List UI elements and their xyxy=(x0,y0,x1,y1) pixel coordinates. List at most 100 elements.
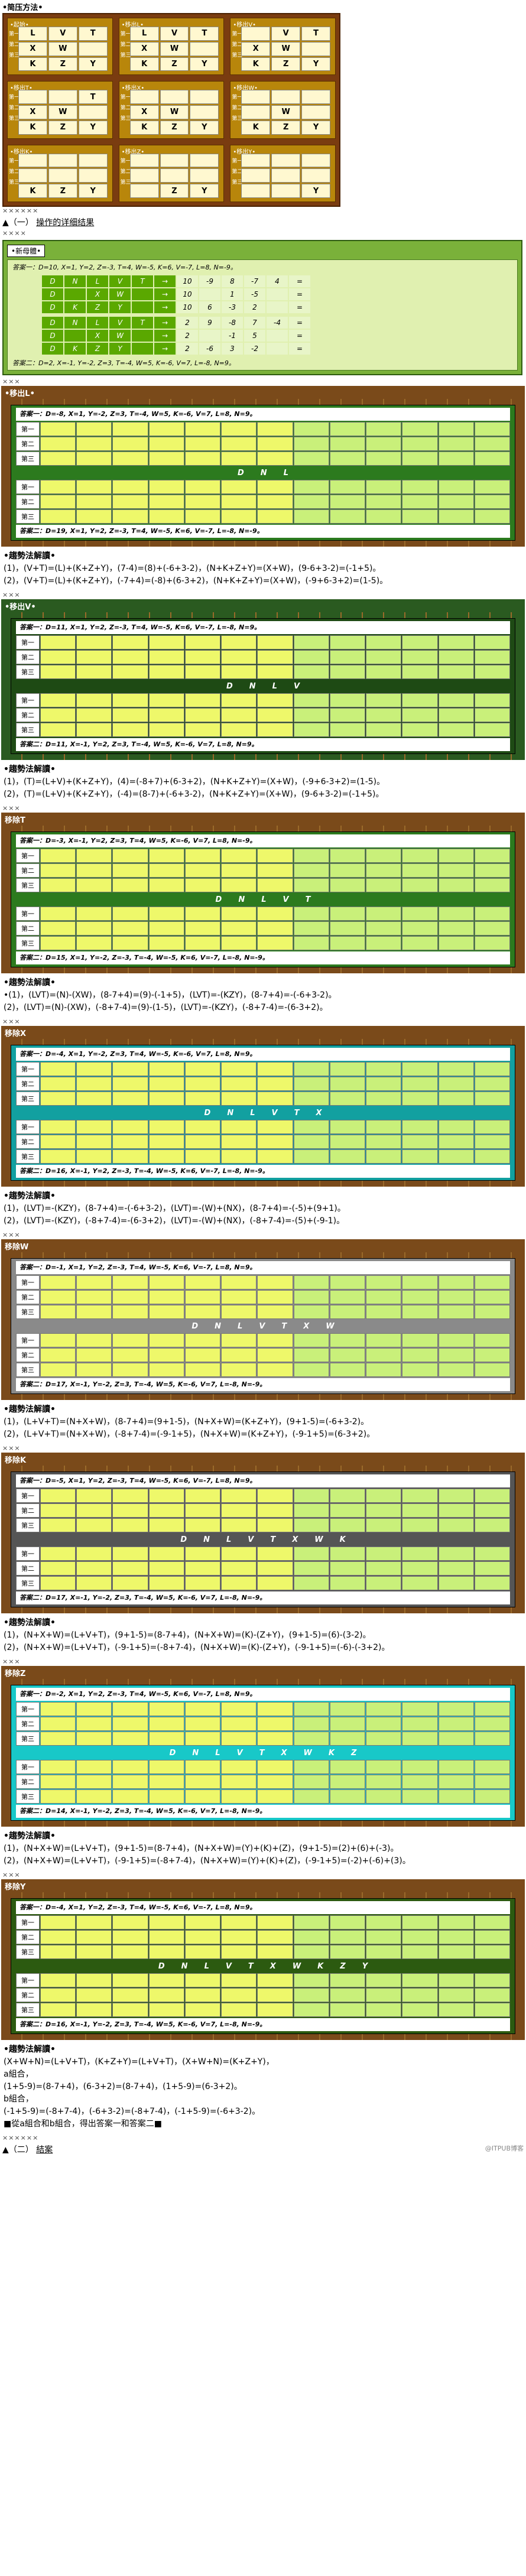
grid-cell xyxy=(402,509,438,524)
board-letter xyxy=(301,153,330,168)
grid-cell xyxy=(438,1717,474,1731)
answer-one: 答案一：D=-3, X=-1, Y=2, Z=3, T=4, W=5, K=-6… xyxy=(16,834,510,847)
new-matrix-box: •新母體• 答案一：D=10, X=1, Y=2, Z=-3, T=4, W=-… xyxy=(2,240,522,375)
grid-cell xyxy=(329,1092,366,1106)
board-letter: V xyxy=(271,27,301,41)
grid-cell xyxy=(293,495,329,509)
board-cell-label: •移出X• xyxy=(121,85,145,92)
section-V: •移出V• 答案一：D=11, X=1, Y=2, Z=-3, T=4, W=-5… xyxy=(1,599,525,804)
grid-cell xyxy=(438,665,474,679)
matrix-cell: L xyxy=(87,317,108,329)
section-letter: W xyxy=(326,1321,335,1331)
board-letter: X xyxy=(129,41,159,56)
grid-cell xyxy=(366,863,402,878)
board-letter xyxy=(78,105,108,119)
grid-cell xyxy=(257,2003,293,2017)
grid-cell xyxy=(112,1120,148,1134)
grid-cell xyxy=(76,650,112,664)
grid-row-label: 第一 xyxy=(16,907,40,921)
grid-cell xyxy=(474,1930,510,1944)
board-row-label: 第一 xyxy=(9,31,20,37)
grid-cell xyxy=(76,878,112,892)
board-letter: V xyxy=(48,27,77,41)
matrix-cell: → xyxy=(154,343,176,355)
grid-cell xyxy=(257,1363,293,1377)
grid-cell xyxy=(112,1077,148,1091)
grid-cell xyxy=(402,1092,438,1106)
grid-row-label: 第三 xyxy=(16,1732,40,1746)
board-row-labels: 第一 第二 第三 xyxy=(121,92,131,124)
grid-cell xyxy=(184,863,221,878)
section-board: 答案一：D=-3, X=-1, Y=2, Z=3, T=4, W=5, K=-6… xyxy=(1,826,525,973)
board-letter xyxy=(160,90,189,105)
new-matrix-panel: 答案一：D=10, X=1, Y=2, Z=-3, T=4, W=-5, K=6… xyxy=(7,259,518,371)
grid-cell xyxy=(184,437,221,451)
grid-cell xyxy=(40,849,76,863)
grid-cell xyxy=(366,1547,402,1561)
grid-cell xyxy=(40,708,76,722)
grid-cell xyxy=(112,1290,148,1304)
grid-cell xyxy=(148,863,184,878)
grid-cell xyxy=(474,1518,510,1532)
grid-cell xyxy=(257,708,293,722)
grid-row-label: 第一 xyxy=(16,1547,40,1561)
board-cell: •起始• 第一 第二 第三 L V T X W K Z Y xyxy=(7,18,113,76)
grid-cell xyxy=(148,1275,184,1289)
trend-analysis: •趨勢法解讀• (1)，(V+T)=(L)+(K+Z+Y)，(7-4)=(8)+(… xyxy=(1,547,525,591)
grid-cell xyxy=(366,509,402,524)
grid-cell xyxy=(293,451,329,466)
matrix-cell: -9 xyxy=(199,275,220,287)
grid-cell xyxy=(438,723,474,737)
grid-cell xyxy=(112,1702,148,1716)
section-letter: L xyxy=(272,681,277,691)
board-letter xyxy=(129,184,159,198)
matrix-cell: → xyxy=(154,301,176,313)
grid-cell xyxy=(329,693,366,707)
section-letter: N xyxy=(238,895,245,904)
grid-cell xyxy=(184,1732,221,1746)
grid-cell xyxy=(40,1305,76,1319)
grid-cell xyxy=(40,1333,76,1347)
section-grid: 第一 第二 第三 xyxy=(16,1120,510,1164)
grid-cell xyxy=(184,1547,221,1561)
grid-cell xyxy=(474,1547,510,1561)
grid-cell xyxy=(402,480,438,494)
grid-cell xyxy=(438,1348,474,1362)
board-letter xyxy=(241,105,271,119)
grid-cell xyxy=(329,1717,366,1731)
section-letter: Z xyxy=(350,1748,357,1758)
grid-cell xyxy=(76,1732,112,1746)
grid-cell xyxy=(293,1760,329,1774)
analysis-line: b組合， xyxy=(4,2094,34,2104)
board-row-label: 第一 xyxy=(232,31,243,37)
grid-cell xyxy=(402,451,438,466)
grid-cell xyxy=(221,1290,257,1304)
section-grid: 第一 第二 第三 xyxy=(16,480,510,524)
grid-cell xyxy=(438,480,474,494)
grid-cell xyxy=(184,936,221,950)
board-cell: •移出L• 第一 第二 第三 L V T X W K Z Y xyxy=(118,18,225,76)
section-letter: L xyxy=(261,895,267,904)
section-letter: T xyxy=(270,1535,276,1544)
section-letter: X xyxy=(303,1321,310,1331)
section-board: 答案一：D=-4, X=1, Y=2, Z=-3, T=4, W=-5, K=6… xyxy=(1,1892,525,2040)
grid-cell xyxy=(438,2003,474,2017)
grid-cell xyxy=(402,635,438,649)
grid-cell xyxy=(184,1290,221,1304)
grid-cell xyxy=(40,1135,76,1149)
grid-cell xyxy=(148,1503,184,1518)
grid-cell xyxy=(293,1120,329,1134)
grid-cell xyxy=(221,936,257,950)
board-row-label: 第二 xyxy=(232,168,243,175)
grid-cell xyxy=(112,936,148,950)
grid-cell xyxy=(40,495,76,509)
grid-cell xyxy=(329,451,366,466)
board-cell: •移出Z• 第一 第二 第三 Z Y xyxy=(118,144,225,202)
matrix-cell: N xyxy=(64,275,86,287)
grid-cell xyxy=(329,1503,366,1518)
grid-cell xyxy=(293,1518,329,1532)
grid-cell xyxy=(184,1077,221,1091)
board-letter: K xyxy=(18,184,47,198)
grid-cell xyxy=(293,1363,329,1377)
